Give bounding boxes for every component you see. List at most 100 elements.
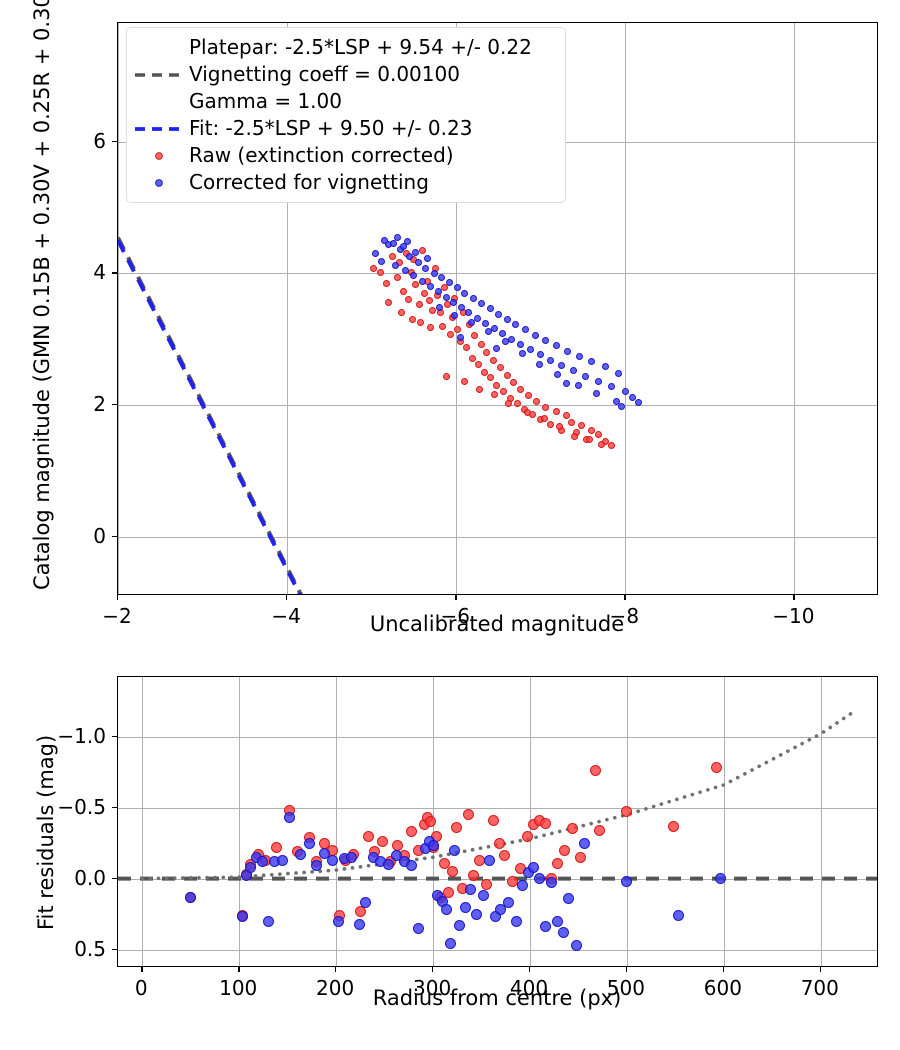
data-point [461,289,469,297]
x-tick [722,967,725,972]
gridline-vertical [239,677,241,966]
y-tick-label: 0.0 [74,865,106,890]
legend-label-vignetting-coeff: Vignetting coeff = 0.00100 [189,62,460,86]
x-tick [793,595,795,600]
data-point [353,918,365,930]
data-point [446,279,453,286]
data-point [414,259,422,267]
data-point [435,288,442,296]
data-point [559,844,571,856]
data-point [613,397,621,405]
red-dot-marker-icon [133,144,189,168]
data-point [554,371,562,379]
gridline-horizontal [118,536,877,538]
data-point [467,318,475,326]
gridline-vertical [625,23,627,594]
gridline-vertical [626,677,628,966]
data-point [517,385,524,393]
data-point [517,340,524,348]
data-point [468,355,476,363]
data-point [454,325,462,333]
data-point [574,851,586,863]
gridline-vertical [456,23,458,594]
gridline-horizontal [118,949,877,951]
data-point [403,238,411,246]
data-point [393,273,401,281]
x-tick-label: 100 [219,976,258,1000]
data-point [567,823,579,835]
legend-entry-corrected: Corrected for vignetting [133,169,557,196]
data-point [542,404,550,412]
data-point [471,908,483,920]
x-tick [455,595,457,600]
bottom-yaxis-title: Fit residuals (mag) [34,734,58,930]
data-point [598,441,606,448]
data-point [510,379,518,387]
data-point [540,415,548,423]
data-point [542,337,550,344]
data-point [516,880,528,892]
data-point [486,305,494,313]
y-tick-label: −0.5 [57,794,106,819]
data-point [406,826,418,838]
data-point [413,922,424,934]
data-point [284,812,296,823]
data-point [501,338,509,346]
data-point [505,400,513,408]
data-point [527,346,535,354]
data-point [574,381,582,389]
x-tick [117,595,119,600]
y-tick-label: 4 [93,260,106,285]
data-point [576,352,584,360]
gridline-vertical [723,677,725,966]
data-point [418,247,426,255]
data-point [415,301,423,309]
data-point [563,892,575,904]
data-point [503,371,511,379]
data-point [450,822,462,833]
data-point [551,915,563,927]
data-point [577,421,585,429]
data-point [424,255,431,263]
data-point [459,901,471,913]
data-point [380,236,388,244]
dashed-gray-line-icon [133,63,189,87]
x-tick-label: 600 [703,976,742,1000]
data-point [427,840,439,852]
y-tick-label: 2 [93,392,106,416]
data-point [359,897,371,909]
data-point [594,824,606,836]
x-tick-label: −10 [772,604,815,628]
data-point [185,891,197,903]
data-point [555,423,563,431]
legend-label-platepar: Platepar: -2.5*LSP + 9.54 +/- 0.22 [189,35,532,59]
data-point [557,927,569,938]
data-point [435,304,443,311]
data-point [499,850,511,862]
data-point [672,910,684,921]
data-point [532,331,540,339]
data-point [562,412,570,419]
y-tick [112,806,117,808]
data-point [483,348,491,356]
y-tick [112,272,117,274]
data-point [635,398,643,406]
top-yaxis-title: Catalog magnitude (GMN 0.15B + 0.30V + 0… [30,0,54,590]
data-point [447,866,458,877]
data-point [535,360,543,368]
data-point [511,321,519,329]
data-point [586,436,594,444]
data-point [525,392,533,400]
data-point [393,233,401,241]
data-point [443,887,455,899]
data-point [493,837,505,849]
y-tick [112,535,117,538]
data-point [552,342,560,350]
data-point [510,915,522,927]
data-point [621,806,633,818]
data-point [528,861,540,873]
data-point [474,360,482,368]
data-point [354,905,366,917]
legend-label-fit: Fit: -2.5*LSP + 9.50 +/- 0.23 [189,116,473,140]
x-tick [432,967,434,972]
